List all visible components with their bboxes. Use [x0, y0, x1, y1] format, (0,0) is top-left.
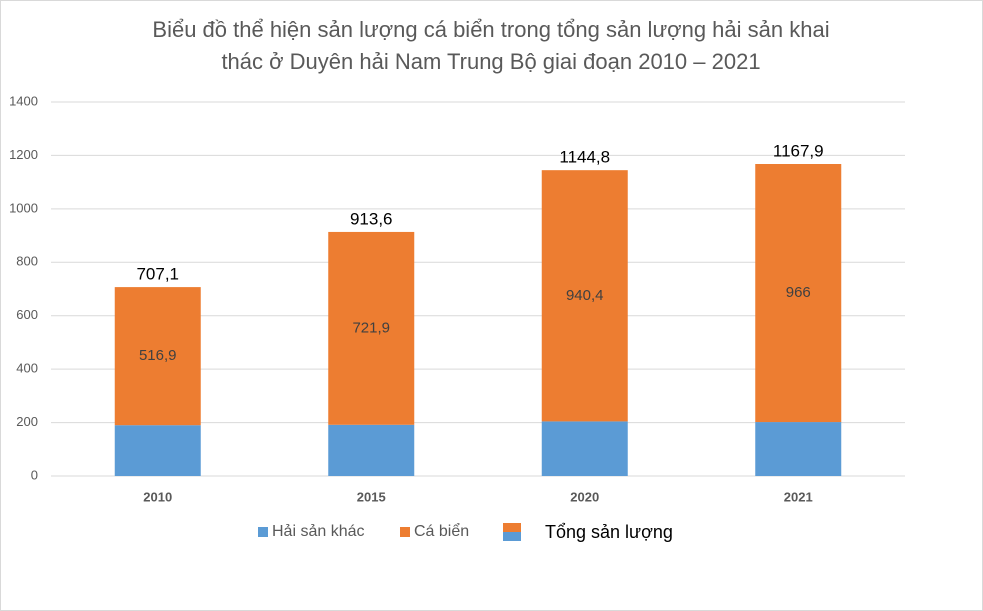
bar-segment	[114, 287, 201, 426]
x-tick-label: 2021	[784, 489, 813, 504]
chart-title: thác ở Duyên hải Nam Trung Bộ giai đoạn …	[221, 49, 760, 74]
y-tick-label: 1400	[9, 93, 38, 108]
legend-label: Tổng sản lượng	[545, 522, 673, 542]
total-label: 913,6	[350, 209, 393, 228]
chart-title: Biểu đồ thể hiện sản lượng cá biển trong…	[152, 17, 829, 42]
bar-segment	[755, 422, 842, 476]
legend-label: Hải sản khác	[272, 523, 365, 540]
segment-label: 516,9	[139, 347, 177, 364]
legend-swatch	[503, 523, 521, 532]
total-label: 707,1	[136, 265, 179, 284]
legend-swatch	[258, 527, 268, 537]
total-label: 1144,8	[559, 148, 610, 167]
x-tick-label: 2010	[143, 489, 172, 504]
y-tick-label: 400	[16, 361, 38, 376]
bar-segment	[114, 425, 201, 476]
x-tick-label: 2015	[357, 489, 386, 504]
x-tick-label: 2020	[570, 489, 599, 504]
y-tick-label: 800	[16, 254, 38, 269]
bar-segment	[541, 421, 628, 476]
bar-segment	[755, 164, 842, 423]
y-tick-label: 1200	[9, 147, 38, 162]
total-label: 1167,9	[773, 141, 824, 160]
y-tick-label: 1000	[9, 200, 38, 215]
segment-label: 721,9	[352, 319, 390, 336]
legend-label: Cá biển	[414, 522, 469, 540]
legend-swatch	[503, 532, 521, 541]
y-tick-label: 200	[16, 414, 38, 429]
bar-segment	[541, 170, 628, 422]
bar-segment	[328, 231, 415, 425]
y-tick-label: 0	[31, 467, 38, 482]
legend-swatch	[400, 527, 410, 537]
segment-label: 966	[786, 284, 811, 301]
bar-segment	[328, 424, 415, 476]
y-tick-label: 600	[16, 307, 38, 322]
segment-label: 940,4	[566, 287, 604, 304]
